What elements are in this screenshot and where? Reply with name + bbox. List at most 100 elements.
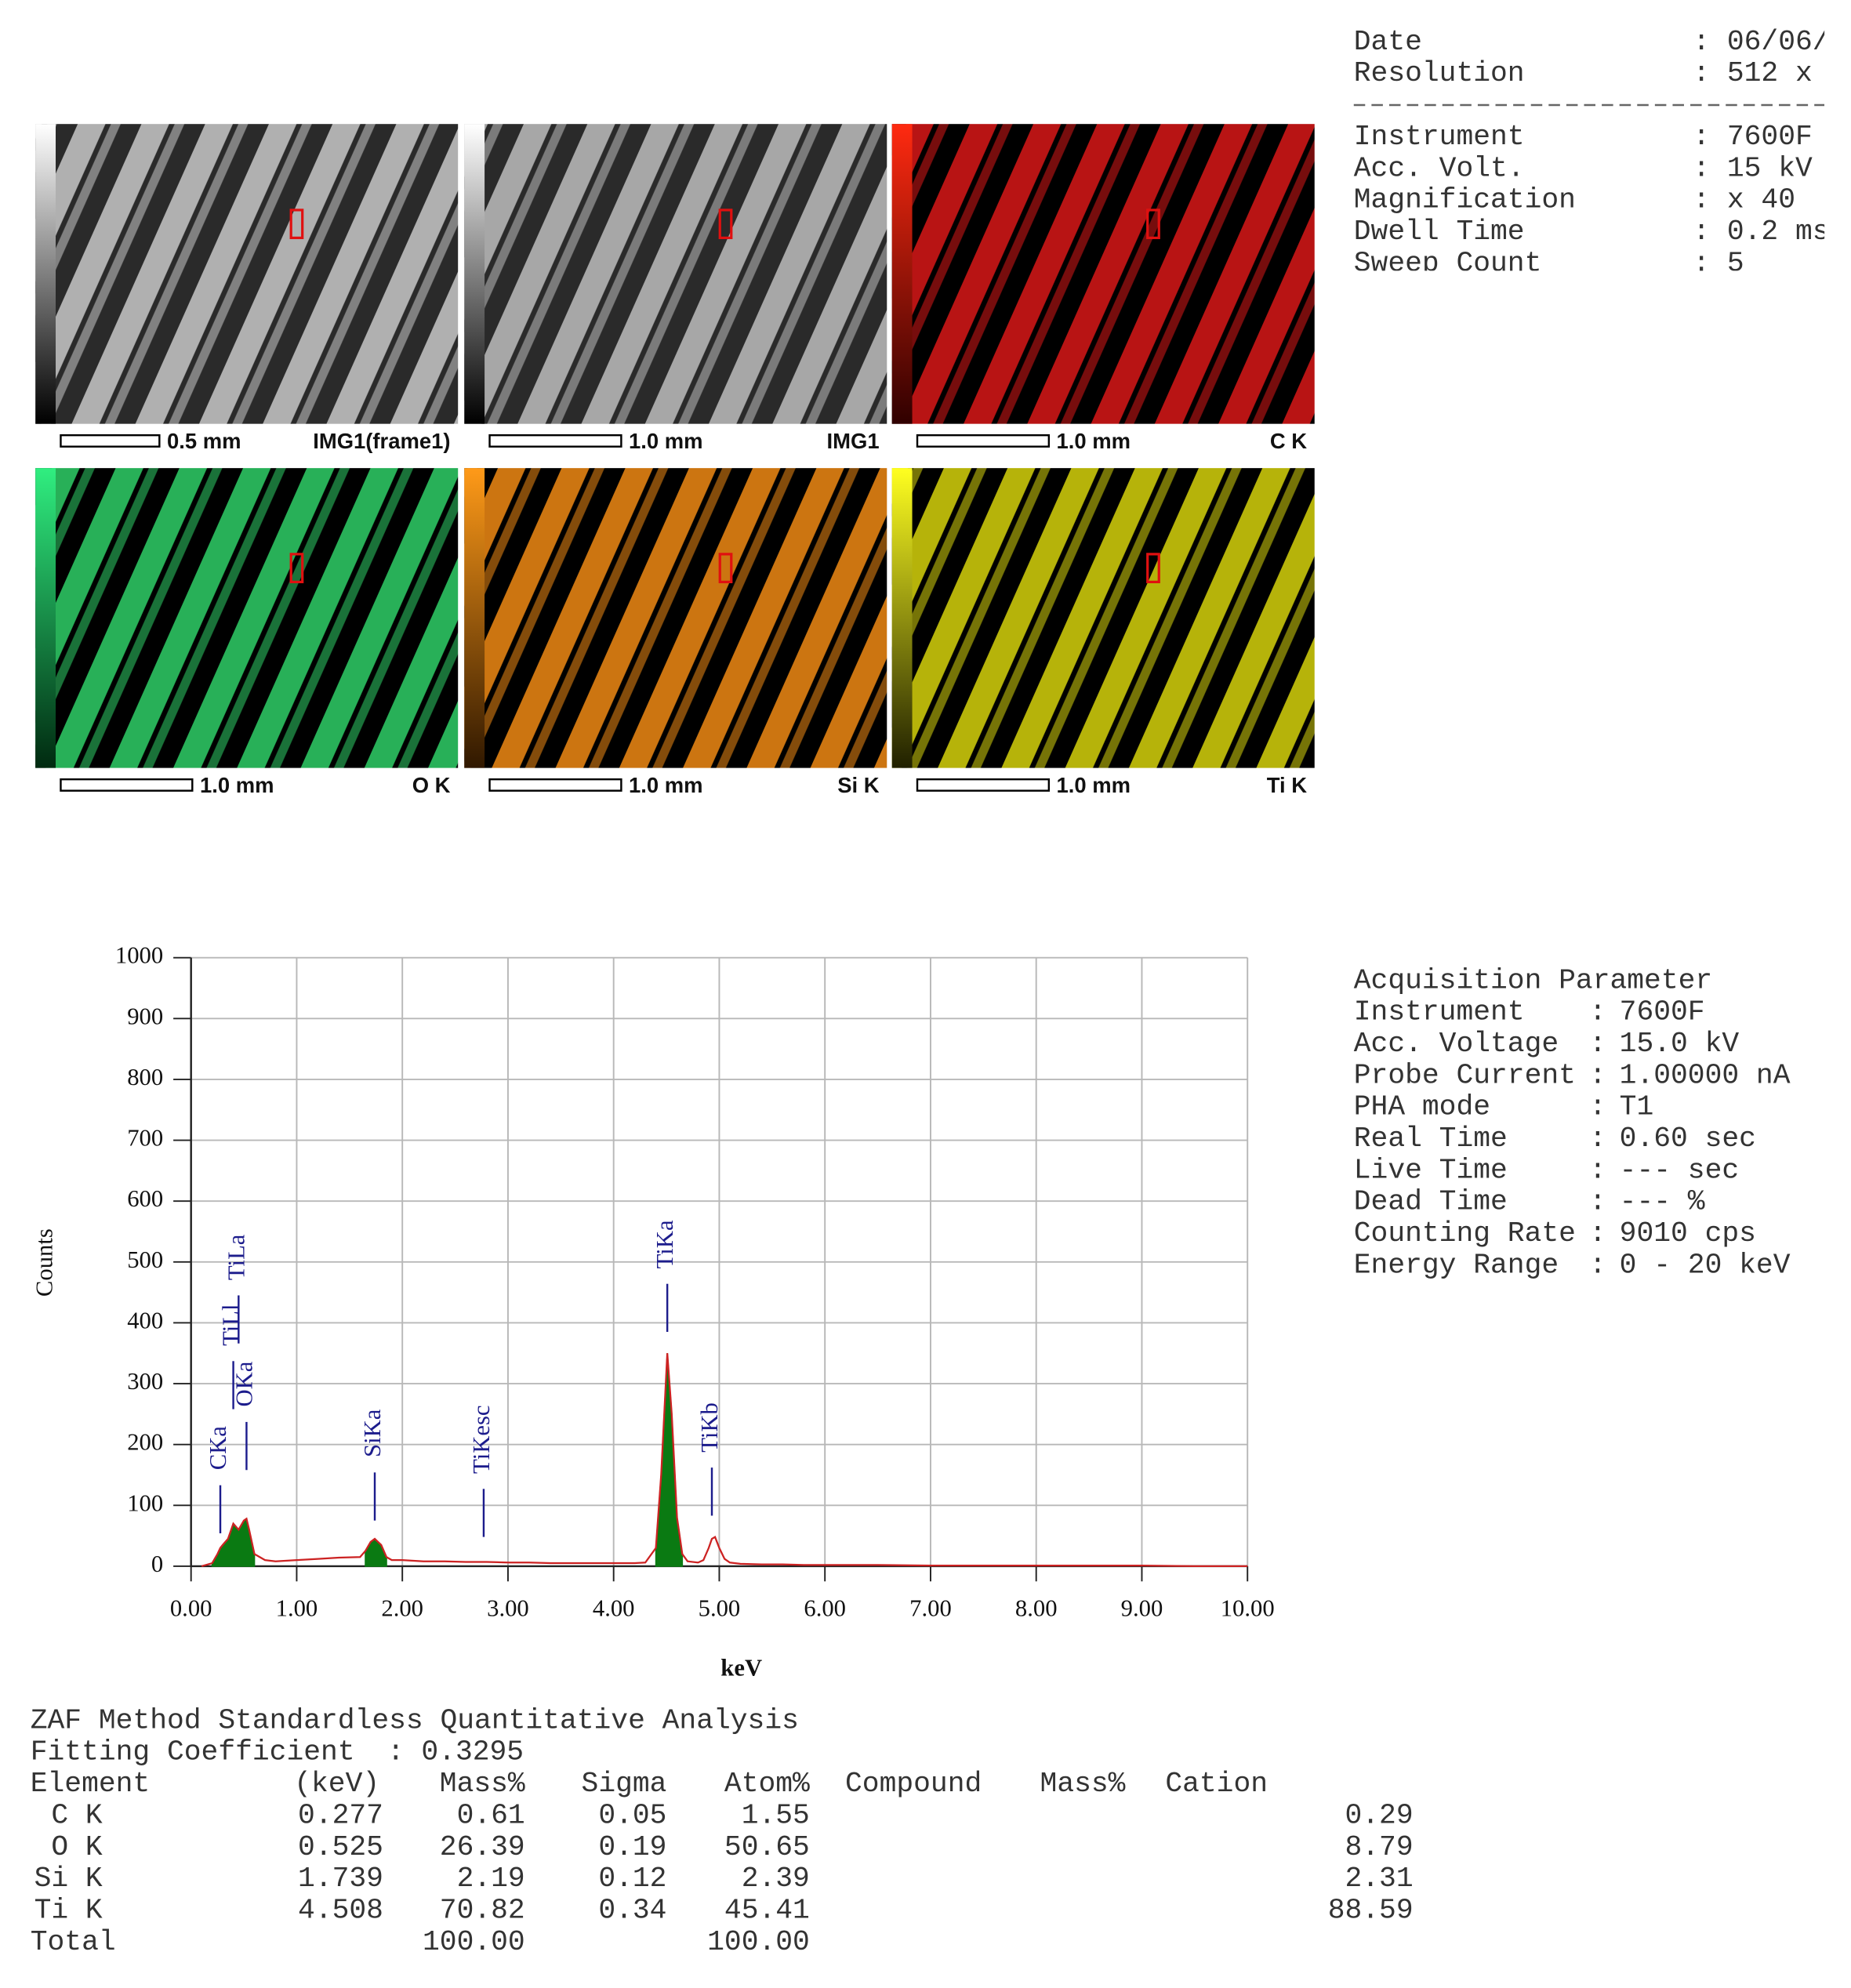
panel-label: Ti K bbox=[1267, 773, 1307, 797]
param-value: 06/06/ bbox=[1727, 26, 1830, 58]
cell: 0.61 bbox=[457, 1799, 525, 1831]
scale-label: 1.0 mm bbox=[629, 773, 703, 797]
roi-marker bbox=[718, 209, 733, 240]
x-tick-label: 7.00 bbox=[909, 1594, 952, 1621]
total-cell: 100.00 bbox=[707, 1926, 810, 1958]
param-label: Instrument bbox=[1354, 996, 1525, 1028]
cell: 70.82 bbox=[440, 1894, 525, 1926]
acquisition-title: Acquisition Parameter bbox=[1354, 964, 1712, 996]
roi-marker bbox=[289, 209, 304, 240]
panel-label: O K bbox=[412, 773, 451, 797]
map-grid: 0.5 mm IMG1(frame1) 1.0 mm IMG1 1.0 mm C K1.0… bbox=[35, 124, 1315, 797]
roi-marker bbox=[718, 553, 733, 583]
y-tick-label: 400 bbox=[127, 1307, 163, 1333]
y-tick-label: 700 bbox=[127, 1125, 163, 1152]
param-value: 512 x bbox=[1727, 57, 1813, 89]
param-sep: : bbox=[1589, 1186, 1606, 1218]
total-cell: 100.00 bbox=[423, 1926, 525, 1958]
scale-bar bbox=[916, 434, 1051, 448]
column-header: Mass% bbox=[440, 1768, 525, 1800]
panel-label: Si K bbox=[837, 773, 880, 797]
map-image bbox=[35, 124, 459, 424]
cell: 50.65 bbox=[724, 1831, 810, 1863]
column-header: Compound bbox=[845, 1768, 982, 1800]
x-axis-label: keV bbox=[720, 1654, 762, 1681]
param-value: 0 - 20 keV bbox=[1620, 1249, 1791, 1281]
param-label: Resolution bbox=[1354, 57, 1525, 89]
fit-label: Fitting Coefficient bbox=[31, 1736, 355, 1769]
cell: 0.19 bbox=[598, 1831, 666, 1863]
param-sep: : bbox=[1589, 1091, 1606, 1123]
x-tick-label: 8.00 bbox=[1015, 1594, 1058, 1621]
param-value: 1.00000 nA bbox=[1620, 1059, 1791, 1091]
peak-label: TiKb bbox=[696, 1402, 723, 1453]
cell: Ti K bbox=[34, 1894, 103, 1926]
cell: 1.55 bbox=[742, 1799, 810, 1831]
total-label: Total bbox=[31, 1926, 116, 1958]
param-label: Counting Rate bbox=[1354, 1217, 1576, 1250]
param-label: Dead Time bbox=[1354, 1186, 1508, 1218]
cell: 8.79 bbox=[1345, 1831, 1413, 1863]
param-label: Acc. Voltage bbox=[1354, 1028, 1559, 1060]
table-title: ZAF Method Standardless Quantitative Ana… bbox=[31, 1704, 799, 1736]
param-sep: : bbox=[1693, 247, 1710, 279]
param-value: 0.60 sec bbox=[1620, 1123, 1756, 1155]
param-value: 15 kV bbox=[1727, 152, 1813, 184]
fit-value: 0.3295 bbox=[421, 1736, 524, 1769]
y-tick-label: 0 bbox=[151, 1551, 163, 1577]
param-sep: : bbox=[1589, 1059, 1606, 1091]
param-label: Probe Current bbox=[1354, 1059, 1576, 1091]
cell: 2.19 bbox=[457, 1863, 525, 1895]
map-panel: 1.0 mm O K bbox=[35, 468, 459, 797]
param-sep: : bbox=[1589, 996, 1606, 1028]
x-tick-label: 1.00 bbox=[276, 1594, 318, 1621]
scale-bar bbox=[60, 434, 161, 448]
column-header: Sigma bbox=[582, 1768, 667, 1800]
cell: C K bbox=[51, 1799, 103, 1831]
param-sep: : bbox=[1693, 216, 1710, 248]
param-sep: : bbox=[1693, 121, 1710, 153]
fit-sep: : bbox=[387, 1736, 405, 1769]
spectrum-chart: Counts keV 0 100 200 300 400 500 600 700 800 900 1… bbox=[31, 942, 1275, 1681]
cell: 88.59 bbox=[1328, 1894, 1414, 1926]
cell: 45.41 bbox=[724, 1894, 810, 1926]
param-label: PHA mode bbox=[1354, 1091, 1490, 1123]
cell: 4.508 bbox=[298, 1894, 383, 1926]
y-tick-label: 100 bbox=[127, 1489, 163, 1516]
param-sep: : bbox=[1589, 1217, 1606, 1250]
map-panel: 1.0 mm Ti K bbox=[891, 468, 1315, 797]
param-value: 9010 cps bbox=[1620, 1217, 1756, 1250]
param-sep: : bbox=[1589, 1154, 1606, 1186]
x-tick-label: 4.00 bbox=[593, 1594, 635, 1621]
peak-label: TiLa bbox=[223, 1234, 249, 1280]
peak-label: TiKesc bbox=[468, 1405, 495, 1473]
peak-label: CKa bbox=[205, 1426, 231, 1471]
header: Date:06/06/Resolution:512 xInstrument:76… bbox=[1353, 26, 1830, 279]
param-value: 7600F bbox=[1620, 996, 1705, 1028]
peak-label: TiLl bbox=[218, 1304, 245, 1346]
roi-marker bbox=[1146, 553, 1160, 583]
x-tick-label: 2.00 bbox=[381, 1594, 423, 1621]
roi-marker bbox=[289, 553, 304, 583]
cell: 0.34 bbox=[598, 1894, 666, 1926]
peak-label: TiKa bbox=[651, 1220, 678, 1268]
scale-label: 1.0 mm bbox=[629, 429, 703, 453]
map-image bbox=[35, 468, 459, 768]
param-value: T1 bbox=[1620, 1091, 1654, 1123]
x-tick-label: 6.00 bbox=[804, 1594, 846, 1621]
y-tick-label: 1000 bbox=[115, 942, 163, 969]
map-image bbox=[464, 468, 887, 768]
y-tick-label: 800 bbox=[127, 1064, 163, 1090]
param-sep: : bbox=[1693, 152, 1710, 184]
map-panel: 1.0 mm C K bbox=[891, 124, 1315, 453]
x-tick-label: 5.00 bbox=[699, 1594, 741, 1621]
param-value: x 40 bbox=[1727, 184, 1795, 216]
param-value: --- sec bbox=[1620, 1154, 1739, 1186]
param-sep: : bbox=[1589, 1123, 1606, 1155]
param-label: Instrument bbox=[1354, 121, 1525, 153]
param-label: Magnification bbox=[1354, 184, 1576, 216]
scale-bar bbox=[916, 778, 1051, 792]
y-tick-label: 300 bbox=[127, 1368, 163, 1395]
param-value: --- % bbox=[1620, 1186, 1705, 1218]
y-tick-label: 200 bbox=[127, 1429, 163, 1456]
